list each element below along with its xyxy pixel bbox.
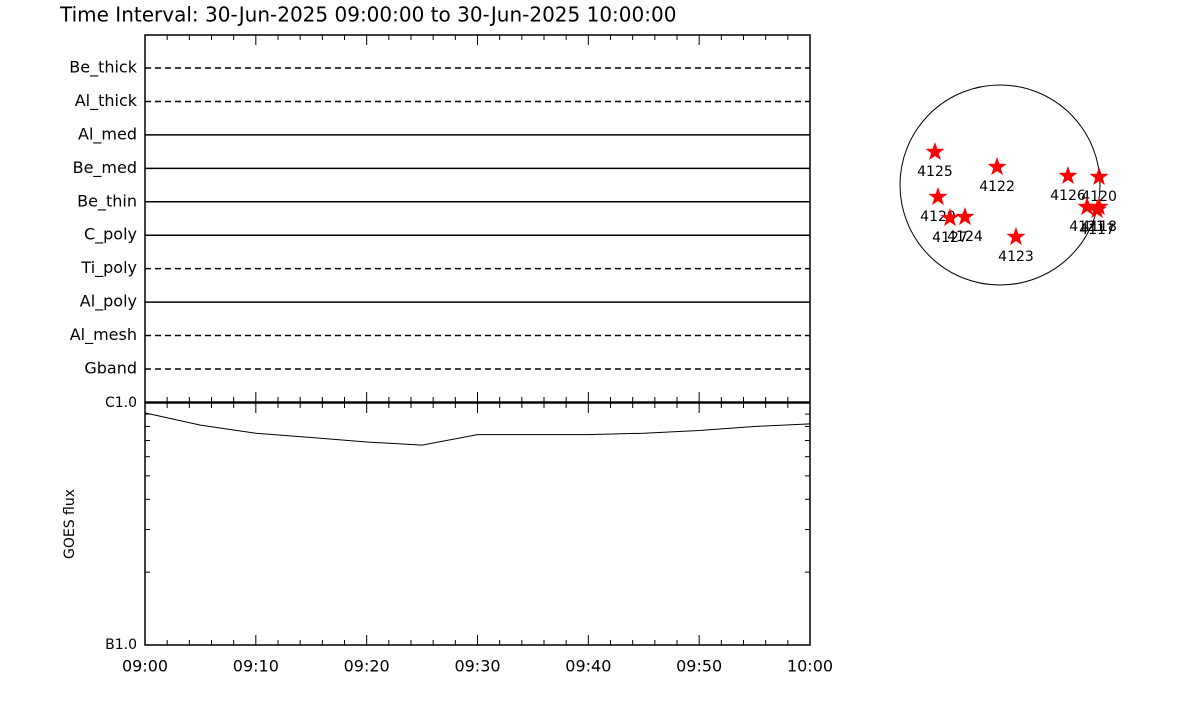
region-label: 4125 bbox=[917, 164, 953, 180]
active-region bbox=[1077, 197, 1097, 216]
active-region bbox=[987, 157, 1007, 176]
active-region bbox=[1089, 197, 1109, 216]
solar-disk bbox=[899, 84, 1101, 286]
region-label: 4121 bbox=[1069, 219, 1105, 235]
x-tick-label: 09:20 bbox=[344, 657, 390, 676]
filter-label: Be_thin bbox=[77, 191, 137, 211]
active-region bbox=[1006, 227, 1026, 246]
y-tick-label: C1.0 bbox=[105, 395, 137, 411]
filter-label: Al_poly bbox=[80, 292, 137, 312]
filter-label: Al_mesh bbox=[70, 325, 137, 345]
goes-curve bbox=[144, 412, 811, 446]
filter-label: Ti_poly bbox=[80, 258, 137, 278]
filter-label: Al_med bbox=[78, 124, 137, 144]
filter-label: Al_thick bbox=[75, 91, 138, 111]
x-tick-label: 09:40 bbox=[565, 657, 611, 676]
x-tick-label: 09:00 bbox=[122, 657, 168, 676]
active-region bbox=[1058, 165, 1078, 185]
y-axis-label: GOES flux bbox=[62, 489, 78, 559]
region-label: 4123 bbox=[998, 249, 1034, 265]
x-tick-label: 09:10 bbox=[233, 657, 279, 676]
region-label: 4122 bbox=[979, 179, 1015, 195]
region-label: 4124 bbox=[947, 229, 983, 245]
region-label: 4117 bbox=[1079, 222, 1115, 238]
active-region bbox=[955, 207, 975, 226]
region-label: 4126 bbox=[1050, 188, 1086, 204]
active-region bbox=[928, 187, 948, 206]
active-region bbox=[925, 141, 945, 161]
region-label: 4127 bbox=[932, 230, 968, 246]
goes-frame bbox=[144, 402, 811, 646]
region-label: 4118 bbox=[1081, 219, 1117, 235]
active-region bbox=[1089, 167, 1109, 186]
filter-label: C_poly bbox=[84, 225, 137, 245]
filter-label: Be_thick bbox=[69, 58, 137, 78]
x-tick-label: 10:00 bbox=[787, 657, 833, 676]
active-region bbox=[940, 208, 960, 227]
x-tick-label: 09:50 bbox=[676, 657, 722, 676]
filter-label: Be_med bbox=[73, 158, 137, 178]
y-tick-label: B1.0 bbox=[105, 637, 137, 653]
x-tick-label: 09:30 bbox=[454, 657, 500, 676]
filter-label: Gband bbox=[84, 359, 137, 378]
coverage-frame bbox=[144, 34, 811, 403]
chart-title: Time Interval: 30-Jun-2025 09:00:00 to 3… bbox=[59, 3, 676, 27]
